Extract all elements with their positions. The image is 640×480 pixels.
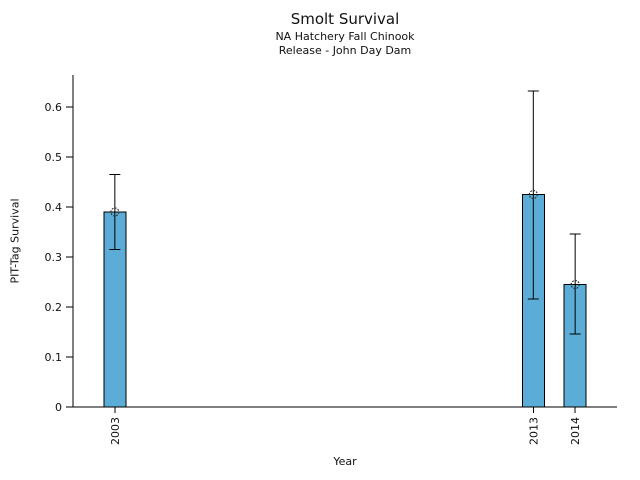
y-tick-label: 0.5 <box>45 151 63 164</box>
x-tick-label: 2014 <box>569 417 582 445</box>
x-axis-label: Year <box>333 455 357 468</box>
chart-title: Smolt Survival <box>290 10 400 28</box>
y-tick-label: 0.2 <box>45 301 63 314</box>
y-tick-label: 0.6 <box>45 101 63 114</box>
point-marker <box>528 189 538 200</box>
y-tick-label: 0.3 <box>45 251 63 264</box>
y-tick-label: 0.4 <box>45 201 63 214</box>
point-marker <box>110 207 120 217</box>
y-axis-label: PIT-Tag Survival <box>8 198 22 284</box>
chart-subtitle-line2: Release - John Day Dam <box>278 44 412 57</box>
y-tick-label: 0.1 <box>45 351 63 364</box>
x-tick-label: 2003 <box>109 417 122 445</box>
chart-subtitle-line1: NA Hatchery Fall Chinook <box>275 30 415 43</box>
x-tick-label: 2013 <box>527 417 540 445</box>
y-tick-label: 0 <box>55 401 62 414</box>
point-marker <box>570 279 580 290</box>
